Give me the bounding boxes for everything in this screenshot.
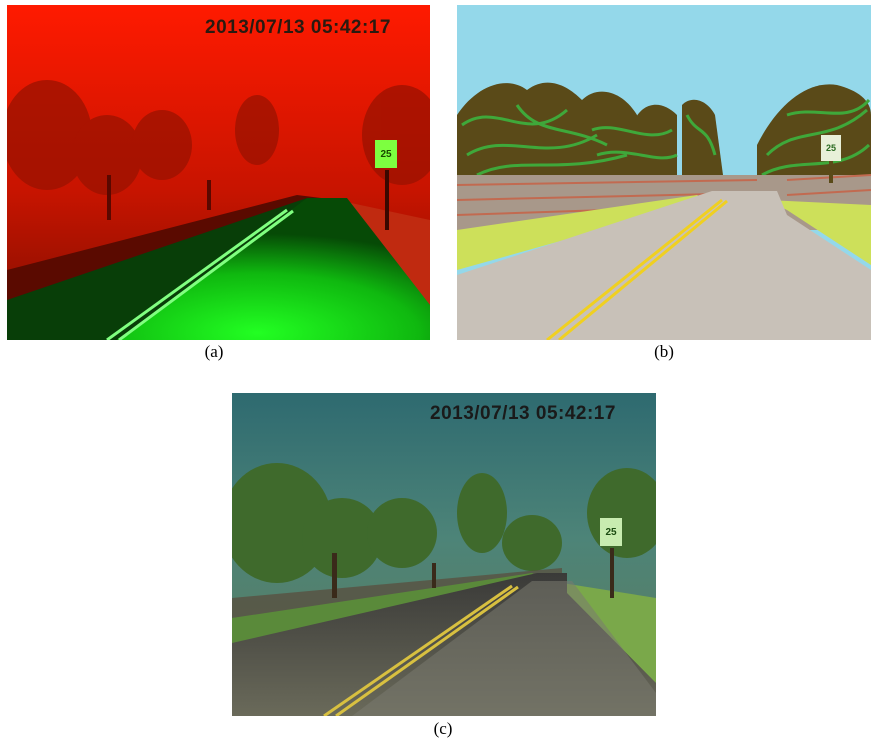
panel-b-trees (461, 98, 871, 177)
caption-c: (c) (433, 719, 453, 738)
panel-b-scene (457, 5, 871, 340)
panel-b-image: 25 (457, 5, 871, 340)
panel-a-image: 25 2013/07/13 05:42:17 (7, 5, 430, 340)
panel-c-sign-text: 25 (605, 527, 617, 538)
panel-c-timestamp: 2013/07/13 05:42:17 (430, 403, 616, 424)
panel-a-sign (375, 140, 397, 168)
panel-c-image: 25 2013/07/13 05:42:17 (232, 393, 656, 716)
caption-a: (a) (204, 342, 224, 361)
panel-b-sign (821, 135, 841, 161)
panel-a-trees (7, 80, 430, 195)
caption-b: (b) (654, 342, 674, 361)
panel-a-sign-text: 25 (380, 149, 392, 160)
panel-c-scene (232, 393, 656, 716)
panel-a-timestamp: 2013/07/13 05:42:17 (205, 17, 391, 38)
panel-b-sign-text: 25 (825, 143, 836, 153)
panel-a-scene (7, 5, 430, 340)
panel-c-sign (600, 518, 622, 546)
